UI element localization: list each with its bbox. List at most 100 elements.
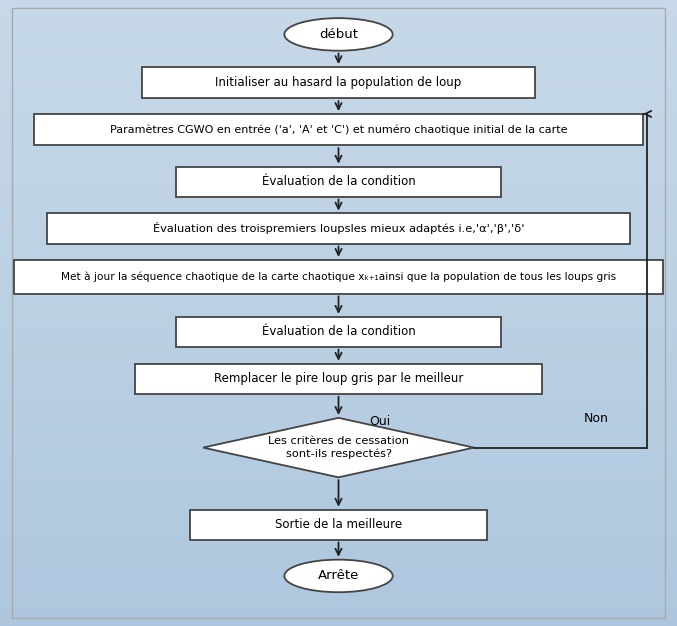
Bar [0,316,677,319]
Bar [0,326,677,329]
Bar [0,545,677,548]
Text: Initialiser au hasard la population de loup: Initialiser au hasard la population de l… [215,76,462,89]
Bar [0,56,677,59]
Bar [0,216,677,219]
Bar [0,85,677,88]
Bar [0,269,677,272]
Text: Remplacer le pire loup gris par le meilleur: Remplacer le pire loup gris par le meill… [214,372,463,385]
Bar [0,507,677,510]
Bar [0,329,677,332]
Bar [0,228,677,232]
Bar [0,257,677,260]
Bar [0,520,677,523]
Bar [0,454,677,457]
Bar [0,241,677,244]
Bar [0,448,677,451]
Bar [0,103,677,106]
Bar [0,16,677,19]
Bar [0,460,677,463]
Bar [0,432,677,435]
Bar [0,28,677,31]
Bar [0,254,677,257]
Bar [0,225,677,228]
Bar [0,470,677,473]
Bar [0,279,677,282]
Bar [0,394,677,398]
Bar [0,72,677,75]
Bar [0,398,677,401]
Bar [0,238,677,241]
Bar [135,364,542,394]
Bar [0,53,677,56]
Bar [0,97,677,100]
Bar [14,260,663,294]
Bar [0,410,677,413]
Bar [0,191,677,194]
Bar [0,491,677,495]
Bar [0,59,677,63]
Bar [0,44,677,47]
Bar [0,401,677,404]
Bar [0,560,677,563]
Bar [0,441,677,444]
Bar [0,182,677,185]
Bar [47,213,630,244]
Bar [0,175,677,178]
Bar [0,444,677,448]
Bar [0,160,677,163]
Bar [0,163,677,166]
Bar [0,297,677,300]
Bar [0,466,677,470]
Bar [0,416,677,419]
Bar [0,351,677,354]
Bar [0,482,677,485]
Bar [0,563,677,567]
Bar [0,457,677,460]
Bar [0,81,677,85]
Text: Sortie de la meilleure: Sortie de la meilleure [275,518,402,531]
Bar [0,620,677,623]
Bar [0,573,677,576]
Bar [34,114,643,145]
Bar [0,141,677,144]
Bar [0,203,677,207]
Bar [0,541,677,545]
Text: Évaluation de la condition: Évaluation de la condition [261,175,416,188]
Bar [190,510,487,540]
Bar [0,485,677,488]
Bar [0,147,677,150]
Bar [0,538,677,541]
Bar [0,516,677,520]
Bar [0,598,677,601]
Bar [0,41,677,44]
Bar [0,200,677,203]
Bar [0,535,677,538]
Bar [0,479,677,482]
Bar [0,379,677,382]
Bar [0,366,677,369]
Bar [0,310,677,313]
Bar [0,529,677,532]
Bar [0,369,677,372]
Bar [0,385,677,388]
Bar [0,423,677,426]
Text: Évaluation de la condition: Évaluation de la condition [261,326,416,338]
Bar [0,388,677,391]
Bar [0,391,677,394]
Bar [0,567,677,570]
Bar [0,235,677,238]
Bar [0,319,677,322]
Bar [0,0,677,3]
Text: Évaluation des troispremiers loupsles mieux adaptés i.e,'α','β','δ': Évaluation des troispremiers loupsles mi… [153,222,524,235]
Bar [0,116,677,119]
Bar [0,131,677,135]
Bar [0,88,677,91]
Bar [0,607,677,610]
Bar [0,610,677,613]
Bar [0,100,677,103]
Bar [0,75,677,78]
Bar [0,498,677,501]
Bar [0,582,677,585]
Bar [0,510,677,513]
Bar [0,495,677,498]
